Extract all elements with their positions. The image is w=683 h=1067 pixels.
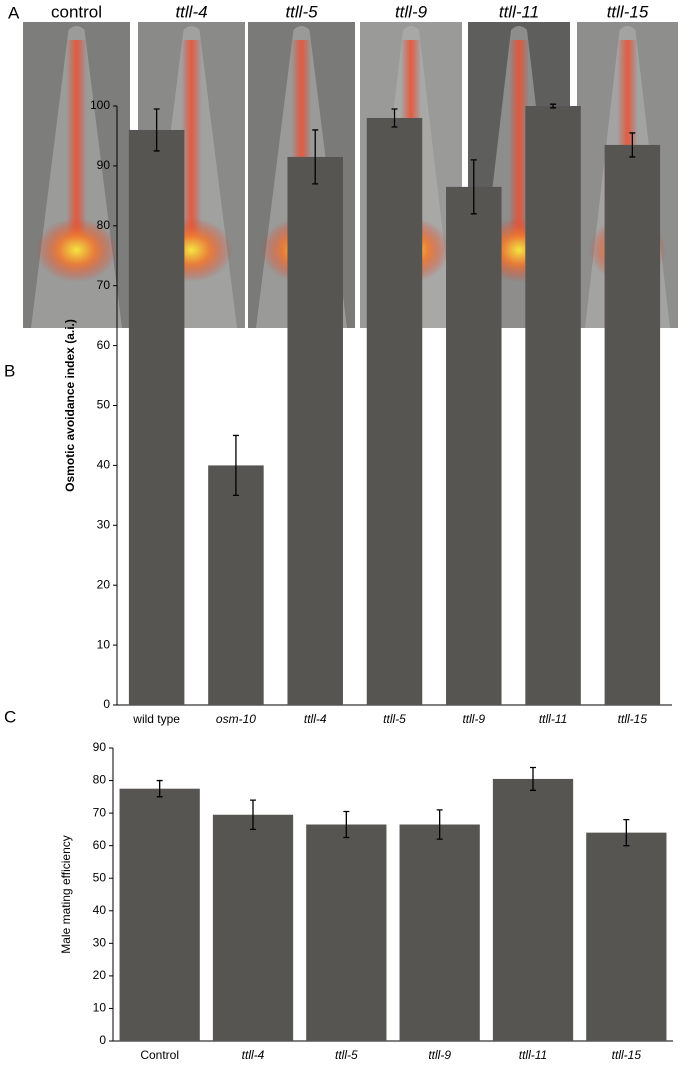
bar bbox=[446, 186, 502, 706]
error-bar bbox=[343, 810, 350, 839]
panel-label: A bbox=[8, 3, 20, 22]
bar bbox=[586, 832, 667, 1041]
x-tick-label: ttll-15 bbox=[618, 712, 648, 726]
y-axis-label: Male mating efficiency bbox=[59, 835, 73, 954]
y-tick-label: 90 bbox=[97, 158, 111, 172]
y-tick-label: 40 bbox=[93, 903, 107, 917]
error-bar bbox=[232, 434, 239, 496]
x-tick-label: ttll-5 bbox=[335, 1048, 358, 1062]
x-tick-label: ttll-9 bbox=[462, 712, 485, 726]
error-bar bbox=[623, 818, 630, 847]
y-tick-label: 30 bbox=[97, 517, 111, 531]
error-bar bbox=[156, 779, 163, 798]
error-bar bbox=[629, 132, 636, 158]
error-bar bbox=[312, 129, 319, 185]
x-tick-label: ttll-5 bbox=[383, 712, 406, 726]
y-tick-label: 80 bbox=[93, 773, 107, 787]
bar bbox=[212, 814, 294, 1041]
x-tick-label: ttll-11 bbox=[519, 1048, 547, 1062]
x-tick-label: ttll-4 bbox=[304, 712, 327, 726]
panel-label: B bbox=[4, 361, 15, 380]
bar bbox=[525, 106, 581, 705]
error-bar bbox=[530, 766, 536, 791]
x-tick-label: Control bbox=[140, 1048, 179, 1062]
error-bar bbox=[436, 809, 443, 840]
image-label: ttll-11 bbox=[499, 2, 539, 21]
y-tick-label: 40 bbox=[97, 458, 111, 472]
y-tick-label: 80 bbox=[97, 218, 111, 232]
x-tick-label: wild type bbox=[132, 712, 180, 726]
error-bar bbox=[550, 103, 557, 109]
y-tick-label: 30 bbox=[93, 936, 107, 950]
error-bar bbox=[470, 159, 477, 215]
y-tick-label: 60 bbox=[97, 338, 111, 352]
x-tick-label: ttll-4 bbox=[242, 1048, 265, 1062]
image-label: ttll-15 bbox=[607, 2, 649, 21]
y-tick-label: 50 bbox=[97, 398, 111, 412]
y-tick-label: 50 bbox=[93, 870, 107, 884]
fluorescence-stripe bbox=[181, 40, 202, 240]
fluorescence-stripe bbox=[66, 40, 87, 240]
y-tick-label: 60 bbox=[93, 838, 107, 852]
error-bar bbox=[250, 799, 256, 831]
y-tick-label: 70 bbox=[93, 805, 107, 819]
y-tick-label: 100 bbox=[90, 98, 110, 112]
image-label: ttll-9 bbox=[395, 2, 428, 21]
x-tick-label: ttll-9 bbox=[428, 1048, 451, 1062]
bar bbox=[128, 129, 185, 705]
image-label: control bbox=[51, 2, 102, 21]
x-tick-label: ttll-15 bbox=[612, 1048, 642, 1062]
fluorescence-blob bbox=[35, 218, 118, 282]
y-tick-label: 90 bbox=[93, 740, 107, 754]
micrograph bbox=[23, 22, 130, 328]
bar bbox=[366, 117, 423, 706]
y-tick-label: 0 bbox=[103, 697, 110, 711]
x-tick-label: osm-10 bbox=[216, 712, 256, 726]
y-tick-label: 10 bbox=[97, 637, 111, 651]
x-tick-label: ttll-11 bbox=[539, 712, 567, 726]
bar bbox=[306, 824, 387, 1041]
fluorescence-stripe bbox=[509, 40, 529, 240]
panel-label: C bbox=[4, 707, 16, 726]
y-tick-label: 20 bbox=[93, 968, 107, 982]
bar bbox=[208, 465, 264, 705]
bar bbox=[492, 778, 574, 1041]
bar bbox=[604, 144, 661, 705]
error-bar bbox=[391, 108, 398, 128]
y-tick-label: 20 bbox=[97, 577, 111, 591]
error-bar bbox=[153, 108, 160, 152]
bar bbox=[287, 156, 343, 706]
y-tick-label: 0 bbox=[99, 1033, 106, 1047]
image-label: ttll-4 bbox=[175, 2, 207, 21]
y-tick-label: 70 bbox=[97, 278, 111, 292]
bar bbox=[119, 788, 200, 1041]
y-axis-label: Osmotic avoidance index (a.i.) bbox=[63, 319, 77, 492]
image-label: ttll-5 bbox=[285, 2, 318, 21]
bar bbox=[399, 824, 480, 1041]
y-tick-label: 10 bbox=[93, 1001, 107, 1015]
